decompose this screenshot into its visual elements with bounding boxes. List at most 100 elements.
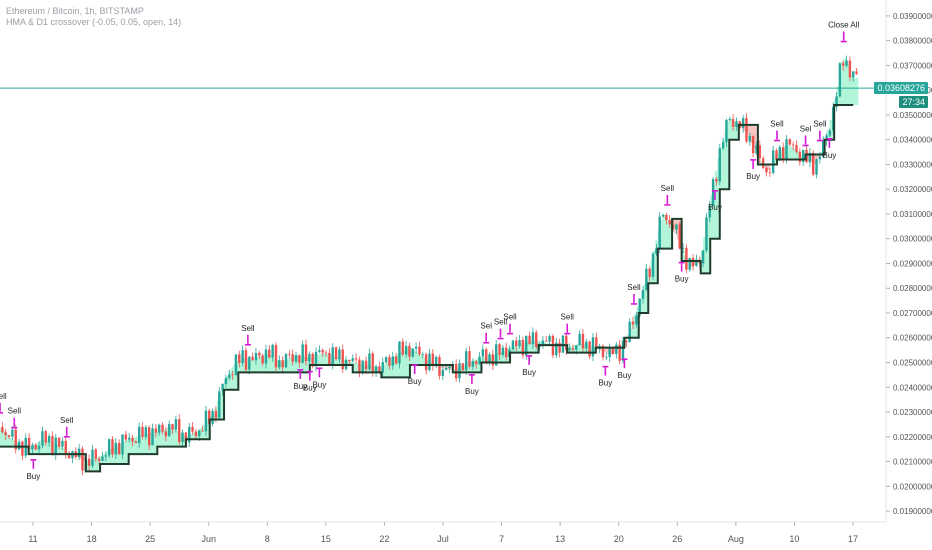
fill-band	[95, 457, 99, 472]
candle-body	[274, 344, 278, 368]
candle-body	[144, 427, 148, 437]
candle-body	[204, 410, 208, 432]
candle-body	[528, 335, 531, 345]
candle-body	[198, 430, 201, 437]
candle-body	[318, 350, 321, 352]
x-tick-label: 20	[614, 534, 624, 544]
candle-body	[768, 172, 772, 174]
candle-body	[311, 353, 314, 367]
fill-band	[250, 359, 254, 373]
fill-band	[45, 440, 49, 455]
candle-body	[721, 142, 725, 149]
fill-band	[154, 432, 158, 455]
price-axis[interactable]: 0.039000000.038000000.037000000.03600000…	[886, 12, 932, 516]
candle-body	[244, 350, 248, 370]
candle-body	[27, 437, 31, 450]
fill-band	[467, 362, 470, 373]
candle-body	[334, 347, 338, 360]
fill-band	[672, 218, 675, 227]
candle-body	[261, 355, 264, 364]
candle-body	[304, 344, 308, 362]
candle-body	[478, 356, 481, 365]
candle-body	[64, 440, 67, 455]
candle-body	[705, 217, 708, 251]
candle-body	[711, 179, 715, 206]
fill-band	[376, 366, 380, 373]
fill-band	[126, 439, 130, 465]
candle-body	[815, 159, 818, 175]
fill-band	[226, 375, 230, 390]
candle-body	[194, 431, 198, 437]
fill-band	[2, 430, 6, 447]
candle-body	[414, 346, 418, 349]
sell-signal-label: Sell	[661, 184, 675, 193]
candle-body	[228, 374, 231, 378]
candle-body	[61, 440, 64, 447]
fill-band	[576, 343, 580, 353]
fill-band	[386, 362, 389, 378]
fill-band	[338, 357, 342, 365]
fill-band	[400, 351, 404, 378]
candle-body	[14, 429, 17, 450]
candle-body	[444, 368, 448, 370]
fill-band	[269, 355, 273, 373]
candle-body	[328, 352, 331, 365]
candle-body	[224, 377, 228, 384]
fill-band	[538, 340, 542, 346]
candle-body	[611, 348, 615, 355]
fill-band	[586, 344, 590, 353]
candle-body	[741, 118, 745, 128]
signal-markers: SellSellBuySellSellBuyBuyBuyBuyBuySelSel…	[0, 21, 859, 481]
x-tick-label: 15	[321, 534, 331, 544]
fill-band	[414, 351, 418, 365]
candle-body	[47, 436, 51, 443]
candle-body	[655, 248, 658, 254]
fill-band	[681, 251, 685, 261]
fill-band	[138, 435, 142, 455]
fill-band	[543, 342, 547, 346]
candle-body	[454, 364, 458, 379]
candle-body	[448, 366, 451, 369]
candle-body	[645, 268, 648, 291]
candle-body	[191, 426, 194, 432]
candle-body	[174, 419, 178, 430]
x-tick-label: 7	[499, 534, 504, 544]
chart-legend: Ethereum / Bitcoin, 1h, BITSTAMP HMA & D…	[6, 6, 181, 28]
time-axis[interactable]: 11 18 25 Jun 8 15 22 Jul 7 13 20 26 Aug 10 17	[28, 522, 858, 544]
fill-band	[61, 448, 65, 455]
candle-body	[775, 150, 778, 160]
countdown-tag: 27:34	[899, 96, 928, 109]
fill-band	[42, 439, 46, 455]
candle-body	[758, 145, 762, 159]
fill-band	[316, 354, 320, 365]
fill-band	[517, 344, 520, 353]
fill-band	[579, 343, 582, 353]
candle-body	[77, 448, 81, 457]
candle-body	[765, 167, 768, 173]
fill-band	[140, 434, 144, 455]
indicator-title[interactable]: HMA & D1 crossover (-0.05, 0.05, open, 1…	[6, 17, 182, 27]
fill-band	[302, 356, 306, 373]
sell-signal-label: Sell	[0, 392, 7, 401]
candle-body	[595, 337, 598, 349]
fill-band	[493, 355, 497, 363]
candle-body	[838, 63, 842, 97]
fill-band	[750, 124, 754, 144]
fill-band	[107, 450, 111, 465]
candle-body	[631, 321, 635, 325]
candle-body	[131, 437, 134, 442]
fill-band	[440, 364, 444, 369]
candle-body	[625, 340, 628, 343]
fill-band	[200, 427, 203, 440]
candle-body	[521, 340, 525, 356]
candle-body	[238, 354, 241, 363]
fill-band	[271, 356, 275, 373]
candle-body	[104, 455, 108, 457]
candle-body	[771, 150, 775, 174]
candle-body	[51, 436, 54, 455]
candle-body	[798, 151, 802, 162]
symbol-title[interactable]: Ethereum / Bitcoin, 1h, BITSTAMP	[6, 6, 144, 16]
candle-body	[21, 441, 24, 456]
buy-signal-label: Buy	[26, 472, 40, 481]
